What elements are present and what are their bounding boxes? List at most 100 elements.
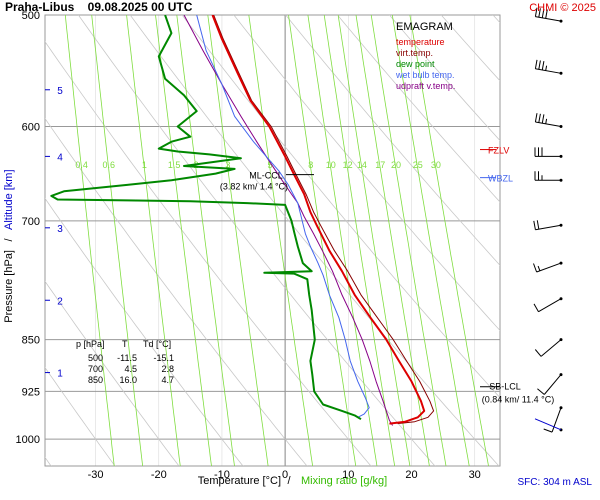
mixing-ratio-tick-label: 10 [326, 160, 336, 170]
dry-adiabat-line [181, 15, 500, 399]
table-row-500-td: -15.1 [153, 353, 174, 363]
annotations: ML-CCL(3.82 km/ 1.4 °C) SB-LCL (0.84 km/ 1… [220, 146, 554, 405]
wind-barb-shaft [535, 224, 562, 231]
sb-lcl-label: SB-LCL [489, 382, 521, 392]
wbzl-label: WBZL [488, 174, 513, 184]
wind-barb-half-flag [537, 265, 541, 271]
y-tick-label: 850 [22, 335, 40, 347]
legend-wet-bulb: wet bulb temp. [395, 70, 455, 80]
wind-barb [533, 297, 563, 313]
series-udpraft-v-temp-line [183, 15, 394, 426]
mixing-ratio-line [355, 15, 430, 466]
mixing-ratio-tick-label: 3 [225, 160, 230, 170]
wind-barb-flag [536, 220, 540, 230]
wind-barb-shaft [540, 339, 562, 357]
altitude-tick-label: 5 [57, 86, 63, 97]
dry-adiabat-line [45, 280, 180, 466]
wind-barb-flag [538, 113, 541, 123]
mixing-ratio-tick-label: 1 [142, 160, 147, 170]
sounding-table: p [hPa] T Td [°C] 500 -11.5 -15.1 700 4.… [76, 339, 174, 385]
altitude-tick-label: 3 [57, 224, 63, 235]
table-row-700-td: 2.8 [161, 364, 174, 374]
wind-barb-flag [541, 61, 545, 71]
dry-adiabat-line [129, 15, 500, 466]
dry-adiabat-line [45, 366, 116, 466]
wind-barb-flag [538, 60, 541, 70]
wind-barbs [533, 7, 563, 433]
wind-barb-shaft [535, 68, 562, 74]
surface-elevation: SFC: 304 m ASL [518, 477, 593, 488]
wind-barb [533, 220, 563, 231]
wind-barb-flag [534, 7, 538, 17]
series-wet-bulb-temp-line [196, 15, 370, 418]
profile-series [50, 15, 435, 426]
mixing-ratio-tick-label: 17 [375, 160, 385, 170]
wind-barb-shaft [543, 374, 562, 395]
table-header-t: T [122, 339, 128, 349]
mixing-ratio-lines [64, 15, 489, 466]
x-tick-label: -30 [88, 469, 104, 481]
wind-barb-flag [541, 8, 545, 18]
x-axis-title-separator: / [287, 475, 291, 487]
dry-adiabat-line [45, 197, 244, 466]
mixing-ratio-line [323, 15, 396, 466]
wind-barb [534, 59, 563, 75]
dry-adiabat-line [388, 15, 500, 142]
mixing-ratio-line [248, 15, 314, 466]
dry-adiabat-line [45, 117, 308, 466]
wind-barb-flag [537, 388, 545, 395]
x-tick-label: 10 [342, 469, 354, 481]
table-row-850-p: 850 [88, 375, 103, 385]
sb-lcl-value: (0.84 km/ 11.4 °C) [482, 395, 554, 405]
wind-barb [543, 406, 563, 433]
ml-ccl-value: (3.82 km/ 1.4 °C) [220, 182, 288, 192]
wind-barb [534, 113, 563, 129]
table-header-p: p [hPa] [76, 339, 105, 349]
mixing-ratio-tick-label: 30 [431, 160, 441, 170]
y-tick-label: 700 [22, 216, 40, 228]
wind-barb-flag [541, 114, 545, 124]
mixing-ratio-line [64, 15, 115, 466]
legend-dew-point: dew point [396, 59, 435, 69]
mixing-ratio-tick-label: 0.4 [75, 160, 88, 170]
wind-barb-flag [534, 59, 538, 69]
wind-barb-flag [534, 349, 542, 357]
mixing-ratio-line [307, 15, 378, 466]
grid-layer [44, 14, 501, 467]
dry-adiabat-line [233, 15, 500, 332]
table-row-700-t: 4.5 [124, 364, 137, 374]
table-row-700-p: 700 [88, 364, 103, 374]
y-axis-title-pressure: Pressure [hPa] [3, 250, 15, 323]
wind-barb-flag [534, 113, 538, 123]
mixing-ratio-tick-label: 12 [343, 160, 353, 170]
chart-header-title: Praha-Libus 09.08.2025 00 UTC [5, 0, 193, 14]
mixing-ratio-line [370, 15, 447, 466]
mixing-ratio-line [91, 15, 144, 466]
mixing-ratio-tick-label: 8 [308, 160, 313, 170]
x-tick-label: 20 [405, 469, 417, 481]
mixing-ratio-line [391, 15, 470, 466]
altitude-tick-label: 1 [57, 369, 63, 380]
mixing-ratio-tick-label: 0.6 [102, 160, 115, 170]
wind-barb-half-flag [545, 118, 548, 124]
dry-adiabat-line [285, 15, 500, 266]
wind-barb-shaft [536, 262, 562, 273]
wind-barb-flag [533, 303, 539, 312]
mixing-ratio-line [337, 15, 411, 466]
mixing-ratio-line [176, 15, 235, 466]
table-row-850-td: 4.7 [161, 375, 174, 385]
altitude-tick-label: 2 [57, 296, 63, 307]
y-tick-label: 600 [22, 122, 40, 134]
legend-updraft: udpraft v.temp. [396, 81, 455, 91]
dry-adiabats [45, 15, 500, 466]
wind-barb [534, 147, 563, 158]
wind-barb-shaft [551, 407, 562, 433]
wind-barb-flag [533, 263, 538, 273]
mixing-ratio-line [409, 15, 489, 466]
y-tick-label: 1000 [16, 434, 40, 446]
wind-barb [534, 7, 563, 23]
legend-virt-temp: virt.temp. [396, 48, 433, 58]
wind-barb-half-flag [545, 65, 548, 71]
wind-barb-flag [538, 8, 541, 18]
